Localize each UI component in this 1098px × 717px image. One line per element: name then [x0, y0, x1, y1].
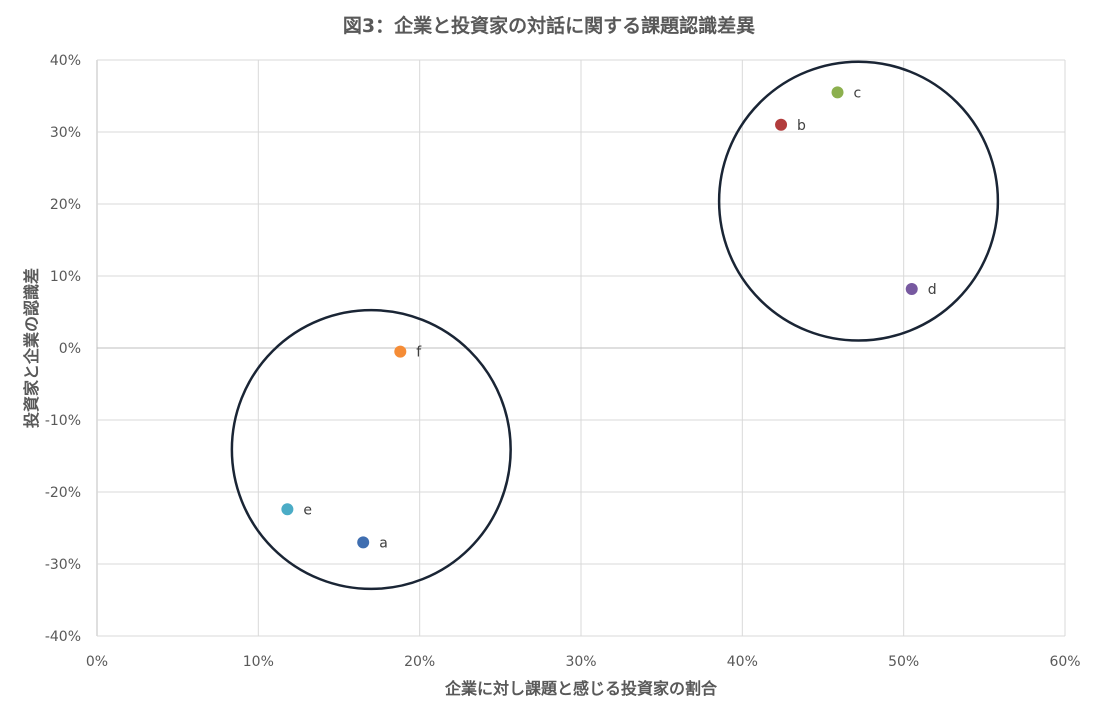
point-e [281, 503, 294, 516]
x-axis-label: 企業に対し課題と感じる投資家の割合 [444, 679, 718, 698]
y-tick-label: -40% [45, 629, 81, 645]
point-a [357, 536, 370, 549]
point-label-b: b [797, 118, 806, 134]
gridlines [96, 59, 1066, 637]
group-circles [230, 60, 1000, 591]
y-tick-label: 0% [59, 341, 81, 357]
x-tick-label: 30% [565, 654, 596, 670]
point-label-c: c [854, 85, 862, 101]
point-d [905, 282, 918, 295]
x-tick-label: 60% [1049, 654, 1080, 670]
y-axis-label: 投資家と企業の認識差 [22, 268, 41, 428]
x-tick-label: 20% [404, 654, 435, 670]
data-points: a b c d e f [281, 85, 937, 551]
point-b [775, 118, 788, 131]
x-tick-label: 10% [243, 654, 274, 670]
y-tick-label: -10% [45, 413, 81, 429]
y-tick-label: 30% [50, 125, 81, 141]
x-tick-label: 0% [86, 654, 108, 670]
point-c [831, 86, 844, 99]
point-label-d: d [928, 282, 937, 298]
x-tick-label: 50% [888, 654, 919, 670]
y-axis-ticks: 40% 30% 20% 10% 0% -10% -20% -30% -40% [45, 53, 81, 645]
group-circle [717, 60, 1000, 342]
point-label-f: f [416, 345, 422, 361]
x-tick-label: 40% [727, 654, 758, 670]
y-tick-label: 20% [50, 197, 81, 213]
point-label-a: a [379, 535, 388, 551]
point-f [394, 345, 407, 358]
chart-title: 図3：企業と投資家の対話に関する課題認識差異 [343, 14, 755, 37]
group-circle [230, 308, 512, 591]
x-axis-ticks: 0% 10% 20% 30% 40% 50% 60% [86, 654, 1081, 670]
y-tick-label: 40% [50, 53, 81, 69]
y-tick-label: 10% [50, 269, 81, 285]
y-tick-label: -30% [45, 557, 81, 573]
point-label-e: e [303, 502, 312, 518]
y-tick-label: -20% [45, 485, 81, 501]
